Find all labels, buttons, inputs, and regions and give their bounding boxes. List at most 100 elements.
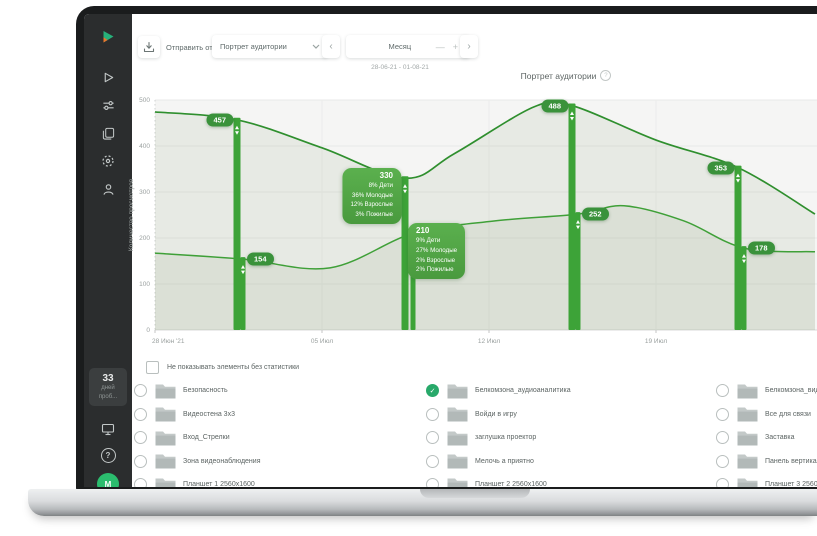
checkbox-unchecked[interactable] [146, 361, 159, 374]
checkbox-unchecked[interactable] [716, 384, 729, 397]
next-period-button[interactable]: › [460, 35, 478, 58]
filter-item-label: Планшет 1 2560x1600 [183, 481, 255, 487]
area-series-1 [155, 101, 815, 330]
checkbox-unchecked[interactable] [716, 407, 729, 421]
chart-point-marker[interactable]: 252 [582, 207, 609, 221]
send-report-button[interactable]: Отправить отчёт [166, 43, 225, 52]
plot-background [155, 100, 817, 330]
filter-item[interactable]: Войди в игру [426, 406, 716, 423]
zoom-out-button[interactable]: — [435, 41, 445, 52]
chart-bar[interactable] [240, 257, 246, 330]
chart-point-marker[interactable]: 457 [206, 113, 233, 127]
sidebar-item-play[interactable] [99, 68, 117, 86]
checkbox-unchecked[interactable] [716, 454, 729, 468]
chart-tooltip[interactable]: 330 8% Дети 36% Молодые 12% Взрослые 3% Пожи… [342, 168, 401, 224]
chart-point-marker[interactable]: 154 [247, 252, 274, 266]
checkbox-unchecked[interactable] [134, 384, 147, 397]
chart-point-marker[interactable]: 353 [707, 161, 734, 175]
filter-item[interactable]: Планшет 1 2560x1600 [134, 476, 426, 487]
filter-item[interactable]: Видеостена 3x3 [134, 406, 426, 423]
filter-item[interactable]: Белкомзона_видеоаналитика [716, 382, 817, 399]
filter-item[interactable]: Заставка [716, 429, 817, 446]
tooltip-value: 210 [416, 226, 430, 236]
tooltip-line: 36% Молодые [351, 191, 393, 199]
chart-bar[interactable] [734, 165, 742, 330]
filter-item-label: Безопасность [183, 387, 228, 394]
y-tick-label: 100 [139, 281, 150, 288]
filter-item-label: Войди в игру [475, 410, 517, 418]
filter-item[interactable]: Мелочь а приятно [426, 453, 716, 470]
filter-item-label: Зона видеонаблюдения [183, 457, 261, 465]
export-report-button[interactable] [138, 36, 160, 58]
folder-icon [155, 453, 176, 469]
displays-icon[interactable] [99, 420, 117, 438]
sidebar-item-settings[interactable] [99, 152, 117, 170]
arrow-down-icon [235, 131, 239, 135]
filter-item[interactable]: Все для связи [716, 406, 817, 423]
folder-icon [737, 383, 758, 399]
checkbox-unchecked[interactable] [426, 478, 439, 487]
screens-filter-list: Безопасность Видеостена 3x3 Вход_Стрелки Зо… [134, 382, 817, 487]
chart-overlay: 457 488 353 154 252 178 330 8% Дети 36% Молодые 1… [124, 86, 817, 348]
folder-icon [155, 430, 176, 446]
filter-item[interactable]: заглушка проектор [426, 429, 716, 446]
zoom-in-button[interactable]: + [452, 41, 458, 52]
chart-title: Портрет аудитории [520, 70, 597, 81]
chart-bar[interactable] [575, 212, 581, 330]
period-selector[interactable]: Месяц — + [346, 35, 470, 58]
checkbox-unchecked[interactable] [716, 431, 729, 444]
arrow-down-icon [241, 270, 245, 275]
prev-period-button[interactable]: ‹ [322, 35, 340, 58]
arrow-up-icon [576, 220, 580, 224]
download-icon [143, 41, 155, 53]
app-logo[interactable] [101, 28, 116, 50]
checkbox-unchecked[interactable] [716, 478, 729, 487]
chart-bar[interactable] [233, 117, 241, 330]
filter-item[interactable]: Планшет 2 2560x1600 [426, 476, 716, 487]
trial-badge[interactable]: 33 дней проб... [89, 368, 127, 406]
folder-icon [447, 453, 468, 469]
folder-icon [447, 383, 468, 399]
sidebar-item-documents[interactable] [99, 124, 117, 142]
x-tick-label: 28 Июн '21 [152, 338, 185, 345]
chart-point-marker[interactable]: 488 [541, 99, 568, 113]
checkbox-unchecked[interactable] [134, 431, 147, 444]
report-type-select[interactable]: Портрет аудитории [212, 35, 328, 58]
chart-bar[interactable] [741, 246, 747, 330]
user-avatar[interactable]: М [97, 473, 119, 487]
audience-chart: 0 100 200 300 400 500 28 Июн '21 05 Июл 12 Июл 19… [124, 86, 817, 348]
help-icon[interactable]: ? [100, 448, 116, 463]
arrow-down-icon [570, 117, 574, 121]
filter-item[interactable]: Планшет 3 2560x1600 [716, 476, 817, 487]
checkbox-checked[interactable]: ✓ [426, 384, 439, 397]
line-series-2 [154, 204, 816, 270]
filter-item-label: Белкомзона_аудиоаналитика [475, 387, 571, 394]
checkbox-unchecked[interactable] [134, 454, 147, 468]
app-screen: 33 дней проб... ? М Отправить отчёт Порт… [84, 14, 817, 487]
filter-item[interactable]: Панель вертикальная внутр [716, 453, 817, 470]
sidebar-item-profile[interactable] [99, 180, 117, 198]
tooltip-line: 3% Пожилые [355, 211, 393, 219]
chart-bar[interactable] [401, 176, 409, 330]
arrow-down-icon [742, 259, 746, 264]
checkbox-unchecked[interactable] [426, 454, 439, 468]
arrow-down-icon [403, 189, 407, 194]
info-icon[interactable]: ? [600, 70, 612, 81]
checkbox-unchecked[interactable] [426, 407, 439, 421]
checkbox-unchecked[interactable] [134, 407, 147, 421]
laptop-base [28, 489, 817, 516]
hide-empty-toggle[interactable]: Не показывать элементы без статистики [146, 361, 299, 374]
arrow-up-icon [570, 111, 574, 116]
checkbox-unchecked[interactable] [426, 431, 439, 444]
y-tick-label: 500 [139, 97, 150, 104]
filter-item[interactable]: ✓ Белкомзона_аудиоаналитика [426, 382, 716, 399]
y-tick-label: 300 [139, 189, 150, 196]
filter-item[interactable]: Безопасность [134, 382, 426, 399]
chart-point-marker[interactable]: 178 [748, 241, 775, 255]
checkbox-unchecked[interactable] [134, 478, 147, 487]
filter-item[interactable]: Зона видеонаблюдения [134, 453, 426, 470]
chart-bar[interactable] [568, 103, 576, 330]
sidebar-item-filters[interactable] [99, 96, 117, 114]
filter-item[interactable]: Вход_Стрелки [134, 429, 426, 446]
chart-tooltip[interactable]: 210 9% Дети 27% Молодые 2% Взрослые 2% Пожил… [408, 223, 466, 279]
